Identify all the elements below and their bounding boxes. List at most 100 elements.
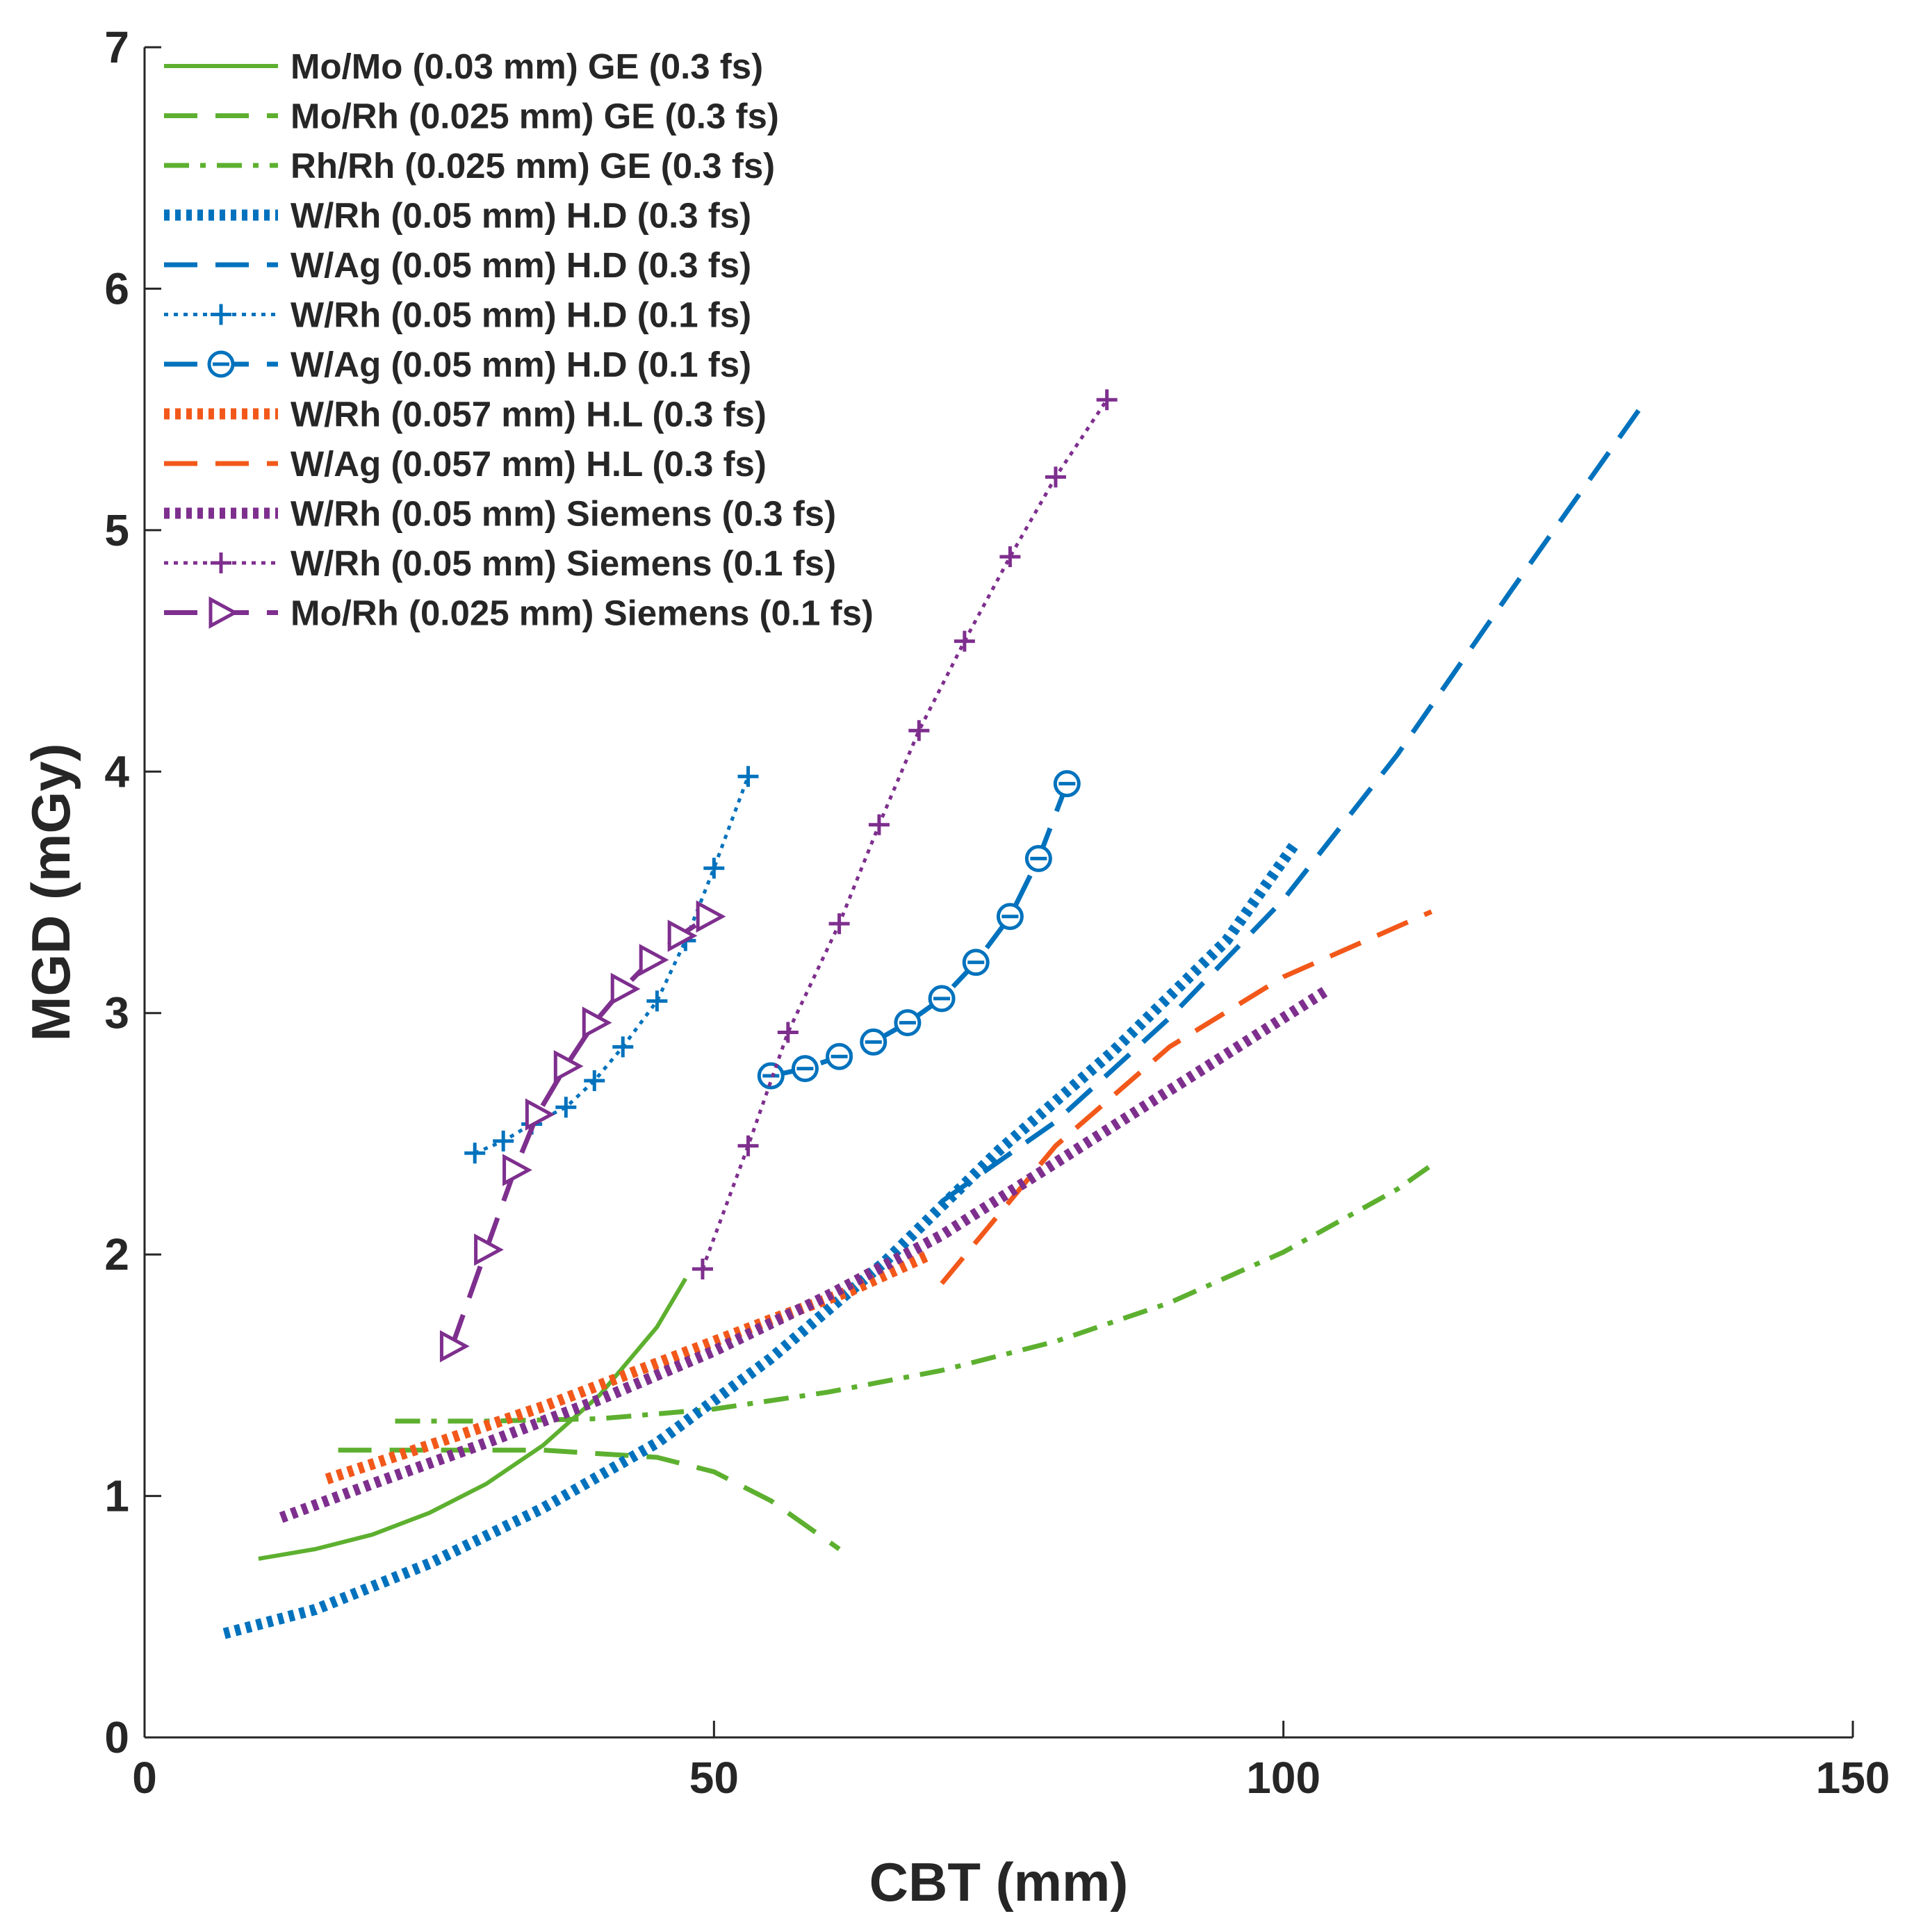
x-tick-label: 100 xyxy=(1246,1753,1320,1803)
legend-label: W/Rh (0.05 mm) Siemens (0.3 fs) xyxy=(291,494,836,534)
y-tick-label: 0 xyxy=(104,1712,129,1762)
legend-item-3: Rh/Rh (0.025 mm) GE (0.3 fs) xyxy=(164,146,775,186)
legend-label: Mo/Rh (0.025 mm) Siemens (0.1 fs) xyxy=(291,593,874,633)
legend-label: W/Rh (0.05 mm) H.D (0.3 fs) xyxy=(291,196,751,236)
series-line xyxy=(222,840,1300,1639)
series-9 xyxy=(940,909,1433,1286)
series-1 xyxy=(258,1277,687,1561)
series-8 xyxy=(325,1249,933,1484)
legend-item-5: W/Ag (0.05 mm) H.D (0.3 fs) xyxy=(164,245,751,285)
plus-marker xyxy=(692,1258,713,1279)
legend-item-7: W/Ag (0.05 mm) H.D (0.1 fs) xyxy=(164,345,751,384)
legend: Mo/Mo (0.03 mm) GE (0.3 fs) Mo/Rh (0.025 … xyxy=(164,47,874,633)
y-tick-label: 5 xyxy=(104,505,129,555)
legend-item-10: W/Rh (0.05 mm) Siemens (0.3 fs) xyxy=(164,494,836,534)
circle-marker xyxy=(996,903,1024,931)
y-tick-label: 6 xyxy=(104,263,129,313)
x-tick-label: 150 xyxy=(1816,1753,1890,1803)
y-tick-label: 1 xyxy=(104,1471,129,1521)
plus-marker xyxy=(211,304,231,325)
triangle-marker xyxy=(610,972,641,1006)
plus-marker xyxy=(493,1130,514,1152)
series-12 xyxy=(439,900,726,1363)
circle-marker xyxy=(826,1042,853,1070)
legend-item-2: Mo/Rh (0.025 mm) GE (0.3 fs) xyxy=(164,97,779,136)
plus-marker xyxy=(555,1097,577,1118)
triangle-marker xyxy=(696,900,726,933)
plus-marker xyxy=(999,546,1021,568)
x-axis-label: CBT (mm) xyxy=(869,1851,1129,1913)
series-line xyxy=(395,1163,1433,1424)
circle-marker xyxy=(1053,770,1081,798)
triangle-marker xyxy=(667,919,698,952)
plus-marker xyxy=(612,1036,634,1058)
series-line xyxy=(450,914,710,1348)
circle-marker xyxy=(860,1028,888,1056)
plus-marker xyxy=(954,630,975,652)
circle-marker xyxy=(928,985,956,1013)
legend-label: W/Rh (0.057 mm) H.L (0.3 fs) xyxy=(291,395,767,434)
series-line xyxy=(338,1448,841,1551)
series-10 xyxy=(279,984,1332,1523)
plus-marker xyxy=(1045,466,1066,488)
x-tick-label: 50 xyxy=(689,1753,739,1803)
legend-item-9: W/Ag (0.057 mm) H.L (0.3 fs) xyxy=(164,444,767,484)
plus-marker xyxy=(211,552,231,573)
plus-marker xyxy=(646,990,668,1012)
plus-marker xyxy=(464,1143,486,1164)
series-line xyxy=(325,1249,933,1484)
plus-marker xyxy=(828,913,850,935)
plus-marker xyxy=(584,1070,605,1091)
y-tick-label: 2 xyxy=(104,1229,129,1279)
circle-marker xyxy=(962,949,990,976)
legend-item-8: W/Rh (0.057 mm) H.L (0.3 fs) xyxy=(164,395,767,434)
y-axis-label: MGD (mGy) xyxy=(20,744,81,1042)
series-3 xyxy=(395,1163,1433,1424)
triangle-marker xyxy=(502,1154,532,1186)
y-tick-label: 4 xyxy=(104,746,129,796)
legend-item-4: W/Rh (0.05 mm) H.D (0.3 fs) xyxy=(164,196,751,236)
plus-marker xyxy=(777,1022,799,1043)
plus-marker xyxy=(1096,389,1118,411)
plus-marker xyxy=(737,1135,759,1156)
circle-marker xyxy=(894,1009,922,1037)
y-tick-label: 3 xyxy=(104,988,129,1038)
axes: 0 50 100 150 0 1 2 3 4 5 6 7 xyxy=(104,22,1890,1803)
legend-label: Mo/Rh (0.025 mm) GE (0.3 fs) xyxy=(291,97,779,136)
series-layer xyxy=(222,389,1650,1639)
series-2 xyxy=(338,1448,841,1551)
series-5 xyxy=(940,395,1650,1204)
plus-marker xyxy=(868,814,890,835)
series-line xyxy=(279,984,1332,1523)
y-tick-label: 7 xyxy=(104,22,129,72)
plus-marker xyxy=(703,858,725,879)
x-tick-label: 0 xyxy=(132,1753,157,1803)
legend-label: W/Ag (0.057 mm) H.L (0.3 fs) xyxy=(291,444,767,484)
legend-label: W/Rh (0.05 mm) Siemens (0.1 fs) xyxy=(291,543,836,583)
triangle-marker xyxy=(525,1098,555,1131)
legend-label: Rh/Rh (0.025 mm) GE (0.3 fs) xyxy=(291,146,775,186)
triangle-marker xyxy=(474,1233,504,1266)
series-6 xyxy=(464,766,759,1164)
legend-label: W/Ag (0.05 mm) H.D (0.1 fs) xyxy=(291,345,751,384)
legend-label: W/Rh (0.05 mm) H.D (0.1 fs) xyxy=(291,295,751,335)
triangle-marker xyxy=(208,596,239,629)
series-line xyxy=(940,909,1433,1286)
plus-marker xyxy=(737,766,759,787)
circle-marker xyxy=(1024,844,1052,872)
triangle-marker xyxy=(439,1329,470,1363)
legend-item-12: Mo/Rh (0.025 mm) Siemens (0.1 fs) xyxy=(164,593,874,633)
circle-marker xyxy=(791,1055,819,1083)
circle-marker xyxy=(207,350,235,378)
series-11 xyxy=(692,389,1118,1279)
series-line xyxy=(940,395,1650,1204)
triangle-marker xyxy=(553,1049,584,1083)
series-4 xyxy=(222,840,1300,1639)
legend-item-1: Mo/Mo (0.03 mm) GE (0.3 fs) xyxy=(164,47,763,86)
triangle-marker xyxy=(582,1006,612,1039)
legend-item-6: W/Rh (0.05 mm) H.D (0.1 fs) xyxy=(164,295,751,335)
legend-item-11: W/Rh (0.05 mm) Siemens (0.1 fs) xyxy=(164,543,836,583)
series-line xyxy=(770,783,1070,1079)
